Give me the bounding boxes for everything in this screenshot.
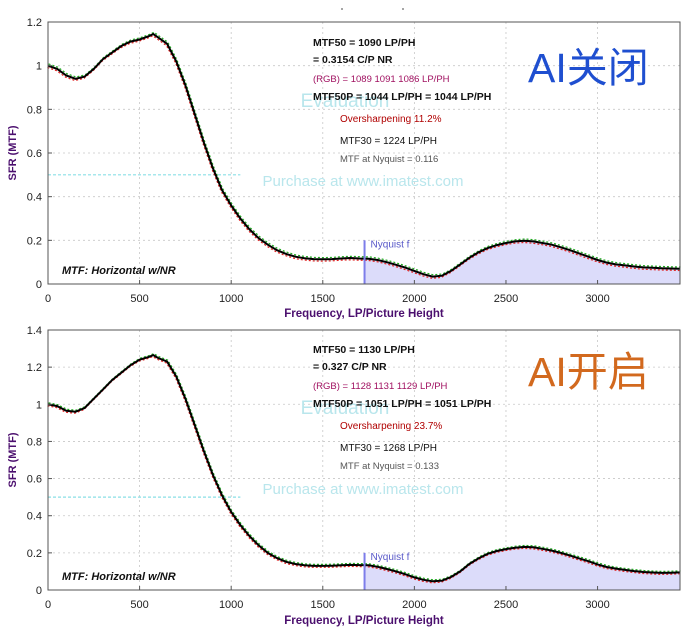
y-tick-label: 0.4 (27, 192, 42, 204)
dot-mark-1 (402, 8, 404, 10)
x-tick-label: 1500 (311, 293, 335, 305)
nyquist-label: Nyquist f (371, 552, 410, 563)
x-tick-label: 2000 (402, 599, 426, 611)
annotation-line: MTF50P = 1051 LP/PH = 1051 LP/PH (313, 398, 491, 410)
series-red-line (47, 35, 680, 279)
mode-label: MTF: Horizontal w/NR (62, 265, 176, 277)
y-tick-label: 0 (36, 585, 42, 597)
x-tick-label: 1500 (311, 599, 335, 611)
x-tick-label: 0 (45, 599, 51, 611)
annotation-line: = 0.3154 C/P NR (313, 54, 393, 66)
series-main-line (47, 353, 681, 583)
annotation-line: (RGB) = 1128 1131 1129 LP/PH (313, 381, 448, 392)
x-tick-label: 1000 (219, 599, 243, 611)
x-tick-label: 500 (130, 293, 148, 305)
y-tick-label: 0.6 (27, 148, 42, 160)
y-tick-label: 0.2 (27, 548, 42, 560)
x-axis-label: Frequency, LP/Picture Height (284, 615, 444, 627)
annotation-line: MTF30 = 1268 LP/PH (340, 443, 437, 454)
x-axis-label: Frequency, LP/Picture Height (284, 308, 444, 320)
annotation-line: MTF50 = 1130 LP/PH (313, 344, 415, 356)
series-red-line (47, 355, 680, 584)
x-tick-label: 0 (45, 293, 51, 305)
annotation-line: MTF50P = 1044 LP/PH = 1044 LP/PH (313, 91, 491, 103)
y-tick-label: 1 (36, 61, 42, 73)
y-axis-label: SFR (MTF) (7, 125, 19, 180)
axes-frame (47, 329, 681, 591)
annotation-line: MTF at Nyquist = 0.116 (340, 154, 438, 165)
x-tick-label: 3000 (585, 599, 609, 611)
sfr-panel-0: Evaluation Purchase at www.imatest.com Nyq… (7, 17, 681, 320)
plot-area (48, 330, 680, 590)
y-tick-label: 1.2 (27, 17, 42, 29)
y-tick-label: 1 (36, 399, 42, 411)
annotation-line: Oversharpening 23.7% (340, 421, 442, 432)
annotation-line: (RGB) = 1089 1091 1086 LP/PH (313, 74, 450, 85)
x-tick-label: 2000 (402, 293, 426, 305)
x-tick-label: 2500 (494, 599, 518, 611)
x-tick-label: 2500 (494, 293, 518, 305)
dot-mark-0 (341, 8, 343, 10)
annotation-line: MTF30 = 1224 LP/PH (340, 136, 437, 147)
watermark-evaluation: Evaluation (301, 398, 390, 419)
annotation-line: Oversharpening 11.2% (340, 114, 442, 125)
annotation-line: = 0.327 C/P NR (313, 361, 387, 373)
ai-badge: AI关闭 (528, 45, 649, 91)
x-tick-label: 3000 (585, 293, 609, 305)
sfr-panel-1: Evaluation Purchase at www.imatest.com Nyq… (7, 325, 681, 627)
nyquist-label: Nyquist f (371, 239, 410, 250)
nyquist-fill (364, 240, 680, 284)
x-tick-label: 500 (130, 599, 148, 611)
watermark-purchase: Purchase at www.imatest.com (263, 173, 464, 190)
ai-badge: AI开启 (528, 349, 649, 395)
y-tick-label: 0.2 (27, 235, 42, 247)
watermark-purchase: Purchase at www.imatest.com (263, 481, 464, 498)
y-tick-label: 1.2 (27, 362, 42, 374)
y-axis-label: SFR (MTF) (7, 432, 19, 487)
y-tick-label: 0.4 (27, 511, 42, 523)
y-tick-label: 1.4 (27, 325, 42, 337)
y-tick-label: 0.6 (27, 474, 42, 486)
y-tick-label: 0.8 (27, 104, 42, 116)
annotation-line: MTF50 = 1090 LP/PH (313, 37, 415, 49)
watermark-evaluation: Evaluation (301, 91, 390, 112)
y-tick-label: 0.8 (27, 436, 42, 448)
x-tick-label: 1000 (219, 293, 243, 305)
series-green-line (48, 31, 681, 276)
series-green-line (48, 352, 681, 581)
annotation-line: MTF at Nyquist = 0.133 (340, 461, 439, 472)
series-main-line (47, 32, 681, 278)
nyquist-fill (364, 546, 680, 590)
y-tick-label: 0 (36, 279, 42, 291)
mode-label: MTF: Horizontal w/NR (62, 571, 176, 583)
